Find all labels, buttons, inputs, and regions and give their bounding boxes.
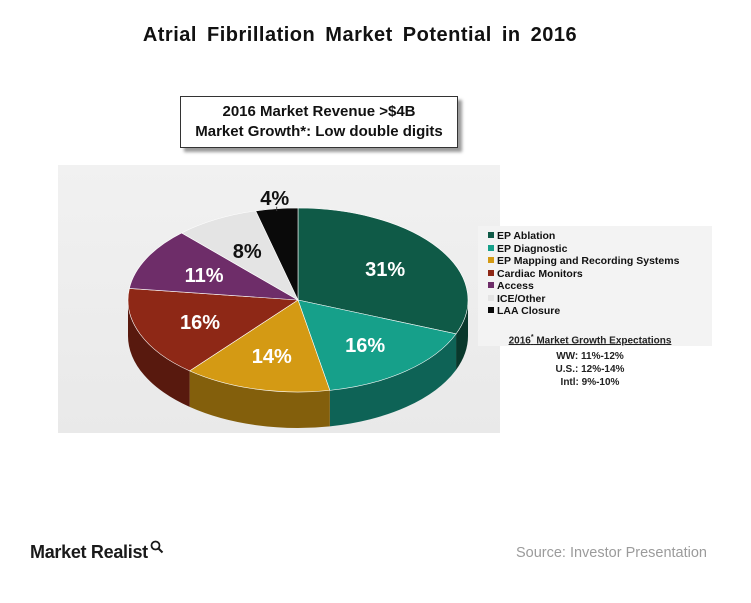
pie-slice bbox=[127, 288, 299, 372]
market-realist-logo: Market Realist bbox=[30, 540, 164, 563]
legend-item: EP Diagnostic bbox=[488, 243, 679, 256]
revenue-line: 2016 Market Revenue >$4B bbox=[222, 103, 416, 120]
growth-row-ww: WW: 11%-12% bbox=[556, 351, 624, 363]
legend-swatch bbox=[488, 232, 494, 238]
legend-label: EP Diagnostic bbox=[497, 242, 568, 255]
pie-slice-side bbox=[329, 333, 457, 427]
slice-value-label: 31% bbox=[365, 259, 405, 281]
slice-value-label: 11% bbox=[185, 265, 224, 287]
legend-swatch bbox=[488, 257, 494, 263]
chart-title: Atrial Fibrillation Market Potential in … bbox=[142, 24, 578, 46]
growth-row-intl: Intl: 9%-10% bbox=[560, 377, 620, 389]
pie-top-faces bbox=[127, 207, 469, 393]
legend-swatch bbox=[488, 269, 494, 276]
legend-panel bbox=[478, 226, 712, 346]
pie-slice bbox=[297, 207, 469, 335]
growth-heading-year: 2016 bbox=[508, 335, 531, 347]
legend-item: EP Ablation bbox=[488, 230, 679, 243]
legend-item: Access bbox=[488, 280, 679, 293]
slice-value-label: 14% bbox=[252, 346, 292, 368]
legend-swatch bbox=[488, 307, 494, 313]
growth-row-us: U.S.: 12%-14% bbox=[555, 364, 625, 376]
legend-swatch bbox=[488, 294, 494, 301]
growth-heading-footnote-mark: * bbox=[530, 334, 534, 341]
slice-value-label: 4% bbox=[260, 188, 289, 210]
legend-item: ICE/Other bbox=[488, 293, 679, 306]
pie-slice bbox=[128, 232, 299, 301]
growth-expectations-heading: 2016* Market Growth Expectations bbox=[490, 334, 690, 346]
legend-swatch bbox=[488, 244, 494, 251]
legend-item: Cardiac Monitors bbox=[488, 268, 679, 281]
pie-side-walls bbox=[128, 300, 468, 428]
revenue-callout-box: 2016 Market Revenue >$4B Market Growth*:… bbox=[180, 96, 458, 148]
pie-slice-side bbox=[189, 370, 330, 428]
pie-slice bbox=[189, 299, 331, 393]
growth-heading-text: Market Growth Expectations bbox=[533, 335, 672, 347]
legend-label: LAA Closure bbox=[497, 305, 561, 317]
legend-item: LAA Closure bbox=[488, 305, 679, 318]
source-note: Source: Investor Presentation bbox=[515, 545, 707, 561]
pie-chart: 31% 16% 14% 16% 11% 8% 4% bbox=[127, 188, 469, 428]
legend-label: EP Ablation bbox=[497, 230, 556, 242]
pie-slice-side bbox=[128, 300, 190, 407]
pie-chart-panel: 31% 16% 14% 16% 11% 8% 4% bbox=[58, 165, 500, 433]
pie-slice bbox=[297, 299, 457, 391]
slice-value-label: 16% bbox=[345, 335, 385, 357]
logo-text: Market Realist bbox=[30, 542, 148, 562]
legend-label: EP Mapping and Recording Systems bbox=[497, 255, 680, 267]
chart-legend: EP Ablation EP Diagnostic EP Mapping and R… bbox=[488, 230, 679, 318]
legend-label: Access bbox=[497, 280, 534, 292]
growth-expectations: 2016* Market Growth Expectations WW: 11%… bbox=[490, 334, 690, 389]
growth-line: Market Growth*: Low double digits bbox=[195, 123, 443, 140]
legend-label: Cardiac Monitors bbox=[497, 267, 583, 280]
legend-swatch bbox=[488, 282, 494, 288]
legend-label: ICE/Other bbox=[497, 292, 546, 305]
legend-item: EP Mapping and Recording Systems bbox=[488, 255, 679, 268]
magnifier-icon bbox=[150, 540, 164, 554]
slice-value-label: 8% bbox=[233, 241, 262, 263]
slice-value-label: 16% bbox=[180, 312, 220, 334]
